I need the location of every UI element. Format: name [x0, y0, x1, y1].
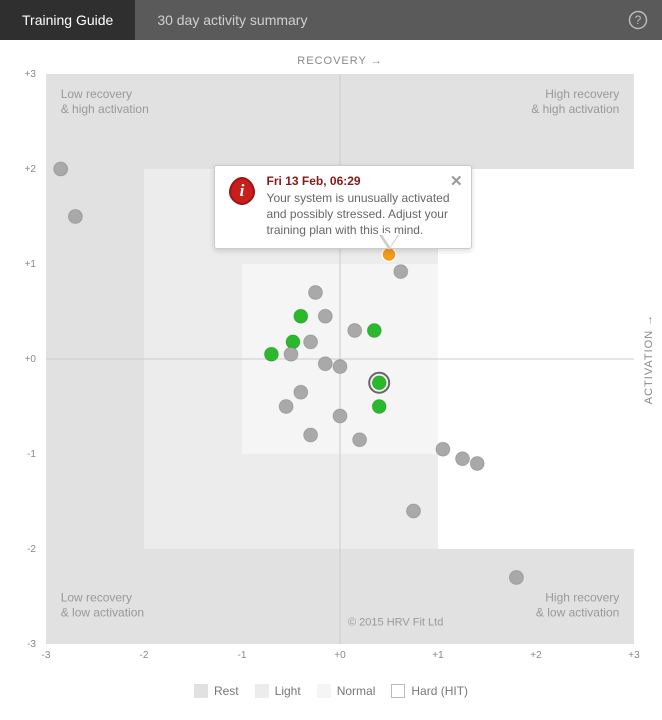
- legend-swatch: [391, 684, 405, 698]
- data-point[interactable]: [456, 452, 470, 466]
- tab-training-guide[interactable]: Training Guide: [0, 0, 135, 40]
- svg-text:& high activation: & high activation: [531, 102, 619, 116]
- data-point[interactable]: [348, 324, 362, 338]
- svg-text:& low activation: & low activation: [61, 605, 144, 619]
- data-point[interactable]: [284, 347, 298, 361]
- legend-label: Light: [275, 684, 301, 698]
- data-point[interactable]: [294, 385, 308, 399]
- svg-text:+0: +0: [334, 650, 346, 661]
- data-point[interactable]: [294, 309, 308, 323]
- data-point[interactable]: [470, 457, 484, 471]
- legend-label: Normal: [337, 684, 376, 698]
- warning-icon: i: [225, 174, 259, 208]
- svg-text:+3: +3: [628, 650, 640, 661]
- svg-text:Low recovery: Low recovery: [61, 590, 132, 604]
- svg-text:-1: -1: [238, 650, 247, 661]
- legend-item: Rest: [194, 684, 239, 698]
- close-icon[interactable]: ✕: [450, 172, 463, 190]
- data-point[interactable]: [318, 309, 332, 323]
- svg-text:& high activation: & high activation: [61, 102, 149, 116]
- svg-text:ACTIVATION →: ACTIVATION →: [643, 314, 655, 404]
- svg-text:-2: -2: [140, 650, 149, 661]
- data-point[interactable]: [304, 335, 318, 349]
- data-point[interactable]: [509, 571, 523, 585]
- data-point[interactable]: [372, 376, 386, 390]
- svg-text:-3: -3: [42, 650, 51, 661]
- chart-container: -3 -2 -1 +0 +1 +2 +3 -3 -2 -1 +0 +1 +2 +3 RECOVERY → AC…: [0, 40, 662, 680]
- svg-text:+1: +1: [432, 650, 444, 661]
- tooltip-title: Fri 13 Feb, 06:29: [267, 174, 461, 188]
- svg-text:+3: +3: [25, 69, 37, 80]
- svg-text:-2: -2: [27, 544, 36, 555]
- svg-text:-1: -1: [27, 449, 36, 460]
- svg-text:© 2015 HRV Fit Ltd: © 2015 HRV Fit Ltd: [348, 617, 443, 629]
- help-icon[interactable]: ?: [614, 0, 662, 40]
- svg-text:& low activation: & low activation: [536, 605, 619, 619]
- point-tooltip: i Fri 13 Feb, 06:29 Your system is unusu…: [214, 165, 472, 250]
- legend-item: Light: [255, 684, 301, 698]
- legend-label: Rest: [214, 684, 239, 698]
- svg-text:RECOVERY →: RECOVERY →: [297, 55, 382, 67]
- svg-text:+2: +2: [530, 650, 542, 661]
- data-point[interactable]: [333, 409, 347, 423]
- data-point[interactable]: [318, 357, 332, 371]
- data-point[interactable]: [264, 347, 278, 361]
- svg-text:Low recovery: Low recovery: [61, 87, 132, 101]
- legend-swatch: [194, 684, 208, 698]
- data-point[interactable]: [304, 428, 318, 442]
- legend-item: Normal: [317, 684, 376, 698]
- data-point[interactable]: [68, 210, 82, 224]
- scatter-chart: -3 -2 -1 +0 +1 +2 +3 -3 -2 -1 +0 +1 +2 +3 RECOVERY → AC…: [0, 40, 662, 670]
- svg-text:High recovery: High recovery: [545, 590, 619, 604]
- data-point[interactable]: [394, 265, 408, 279]
- legend: Rest Light Normal Hard (HIT): [0, 684, 662, 698]
- data-point[interactable]: [353, 433, 367, 447]
- data-point[interactable]: [286, 335, 300, 349]
- tooltip-body: Your system is unusually activated and p…: [267, 190, 461, 239]
- svg-text:+2: +2: [25, 164, 37, 175]
- data-point[interactable]: [372, 400, 386, 414]
- svg-text:-3: -3: [27, 639, 36, 650]
- svg-text:i: i: [239, 181, 244, 200]
- svg-text:?: ?: [635, 13, 642, 27]
- svg-text:+0: +0: [25, 354, 37, 365]
- tab-activity-summary[interactable]: 30 day activity summary: [135, 0, 329, 40]
- data-point[interactable]: [54, 162, 68, 176]
- legend-swatch: [255, 684, 269, 698]
- data-point[interactable]: [279, 400, 293, 414]
- svg-text:High recovery: High recovery: [545, 87, 619, 101]
- data-point[interactable]: [436, 442, 450, 456]
- legend-swatch: [317, 684, 331, 698]
- header-bar: Training Guide 30 day activity summary ?: [0, 0, 662, 40]
- data-point[interactable]: [367, 324, 381, 338]
- data-point[interactable]: [333, 360, 347, 374]
- legend-label: Hard (HIT): [411, 684, 468, 698]
- legend-item: Hard (HIT): [391, 684, 468, 698]
- svg-text:+1: +1: [25, 259, 37, 270]
- data-point[interactable]: [309, 286, 323, 300]
- data-point[interactable]: [407, 504, 421, 518]
